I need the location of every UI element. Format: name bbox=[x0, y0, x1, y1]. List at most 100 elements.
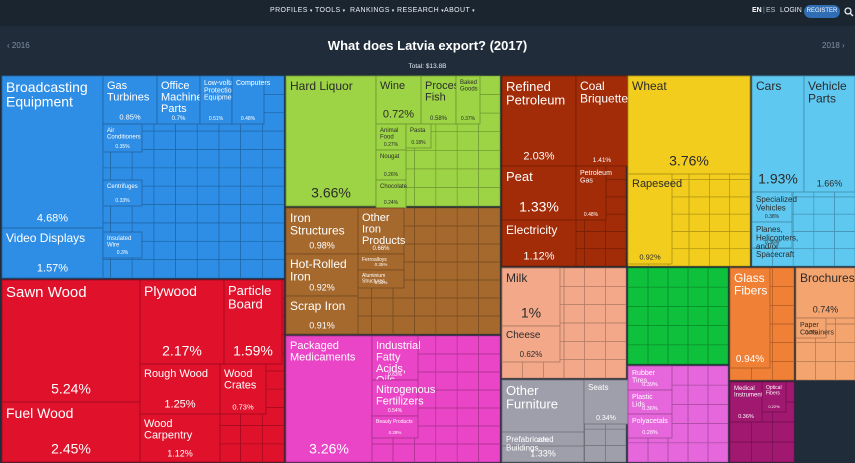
lang-es-link[interactable]: ES bbox=[766, 7, 776, 14]
tile-rect bbox=[575, 75, 629, 167]
tile-rect bbox=[285, 253, 359, 297]
tile-share: 0.35% bbox=[375, 262, 388, 267]
tile-rect bbox=[761, 381, 787, 413]
search-icon[interactable] bbox=[844, 6, 854, 18]
tile-rect bbox=[285, 75, 377, 207]
tile-share: 0.36% bbox=[642, 406, 658, 412]
tile-rect bbox=[627, 413, 673, 439]
treemap-tile: Electricity 1.12% bbox=[501, 219, 577, 267]
nav-tools[interactable]: TOOLS ▾ bbox=[315, 7, 346, 14]
treemap: Broadcasting Equipment 4.68% Video Displays… bbox=[1, 75, 855, 463]
treemap-tile: Cars 1.93% bbox=[751, 75, 805, 193]
small-product-tile bbox=[707, 344, 729, 365]
tile-name: Iron Structures bbox=[290, 211, 345, 238]
tile-rect bbox=[501, 267, 561, 327]
tile-name: Fuel Wood bbox=[6, 405, 73, 421]
next-year-link[interactable]: 2018 › bbox=[822, 41, 845, 50]
previous-year-link[interactable]: ‹ 2016 bbox=[7, 41, 30, 50]
nav-about[interactable]: ABOUT ▾ bbox=[444, 7, 476, 14]
nav-research[interactable]: RESEARCH ▾ bbox=[397, 7, 445, 14]
tile-name: Rough Wood bbox=[144, 368, 208, 380]
tile-rect bbox=[751, 191, 793, 223]
treemap-tile: Plywood 2.17% bbox=[139, 279, 225, 365]
treemap-tile: Wine 0.72% bbox=[375, 75, 422, 125]
tile-rect bbox=[102, 179, 143, 207]
treemap-tile: Packaged Medicaments 3.26% bbox=[285, 335, 373, 463]
tile-rect bbox=[501, 165, 577, 221]
tile-name: Vehicle Parts bbox=[808, 79, 847, 106]
tile-share: 0.94% bbox=[736, 354, 764, 365]
tile-rect bbox=[1, 75, 104, 229]
tile-rect bbox=[139, 279, 225, 365]
treemap-tile: Brochures 0.74% bbox=[795, 267, 855, 319]
treemap-tile: Wood Crates 0.73% bbox=[219, 363, 267, 415]
tile-rect bbox=[751, 221, 793, 249]
small-product-tile bbox=[605, 445, 627, 463]
treemap-tile: Glass Fibers 0.94% bbox=[729, 267, 771, 369]
top-nav: PROFILES ▾ TOOLS ▾ RANKINGS ▾ RESEARCH ▾ ABO… bbox=[0, 0, 855, 26]
tile-share: 1.12% bbox=[167, 449, 193, 459]
small-product-tile bbox=[478, 443, 501, 463]
treemap-tile: Wheat 3.76% bbox=[627, 75, 751, 175]
tile-name: Planes, Helicopters, and/or Spacecraft bbox=[756, 225, 798, 259]
tile-name: Coal Briquettes bbox=[580, 79, 634, 106]
treemap-tile: Wood Carpentry 1.12% bbox=[139, 413, 221, 463]
tile-share: 0.3% bbox=[805, 330, 817, 336]
lang-en-link[interactable]: EN bbox=[752, 7, 762, 14]
nav-profiles[interactable]: PROFILES ▾ bbox=[270, 7, 313, 14]
tile-share: 0.28% bbox=[389, 430, 402, 435]
treemap-tile: Milk 1% bbox=[501, 267, 561, 327]
tile-rect bbox=[501, 379, 585, 463]
tile-rect bbox=[405, 123, 432, 149]
tile-share: 0.7% bbox=[537, 438, 549, 444]
tile-rect bbox=[371, 335, 419, 381]
treemap-tile: Animal Food 0.27% bbox=[375, 123, 407, 151]
tile-name: Refined Petroleum bbox=[506, 79, 565, 108]
tile-share: 3.66% bbox=[311, 185, 351, 201]
tile-name: Electricity bbox=[506, 223, 557, 237]
small-product-tile bbox=[478, 187, 501, 207]
treemap-tile: Centrifuges 0.33% bbox=[102, 179, 143, 207]
tile-share: 0.34% bbox=[375, 280, 388, 285]
tile-share: 2.45% bbox=[51, 441, 91, 457]
lang-separator: | bbox=[763, 7, 765, 14]
tile-name: Aluminium Structures bbox=[362, 273, 385, 284]
tile-share: 5.24% bbox=[51, 381, 91, 397]
tile-name: Cars bbox=[756, 79, 781, 93]
tile-share: 0.66% bbox=[372, 246, 390, 252]
tile-share: 0.92% bbox=[639, 253, 661, 262]
small-product-tile bbox=[707, 442, 729, 463]
sector-block-textiles bbox=[628, 268, 728, 364]
small-product-tile bbox=[772, 361, 795, 381]
nav-rankings[interactable]: RANKINGS ▾ bbox=[350, 7, 395, 14]
tile-rect bbox=[375, 123, 407, 151]
tile-rect bbox=[583, 379, 629, 425]
tile-name: Plywood bbox=[144, 283, 197, 299]
tile-rect bbox=[102, 231, 143, 259]
tile-name: Wheat bbox=[632, 79, 667, 93]
tile-name: Specialized Vehicles bbox=[756, 195, 797, 212]
login-link[interactable]: LOGIN bbox=[780, 7, 802, 14]
treemap-tile: Beauty Products 0.28% bbox=[371, 415, 419, 439]
tile-share: 0.48% bbox=[241, 116, 256, 122]
tile-rect bbox=[371, 415, 419, 439]
tile-name: Video Displays bbox=[6, 231, 85, 245]
tile-name: Wood Crates bbox=[224, 368, 257, 392]
tile-rect bbox=[627, 75, 751, 175]
tile-rect bbox=[223, 279, 283, 365]
treemap-tile: Other Furniture 1.33% bbox=[501, 379, 585, 463]
tile-share: 0.24% bbox=[384, 200, 399, 206]
treemap-tile: Sawn Wood 5.24% bbox=[1, 279, 141, 403]
tile-share: 0.7% bbox=[172, 116, 186, 122]
tile-share: 0.63% bbox=[388, 372, 403, 378]
register-button[interactable]: REGISTER bbox=[804, 5, 840, 18]
tile-name: Hot-Rolled Iron bbox=[290, 257, 347, 284]
treemap-tile: Low-voltage Protection Equipment 0.51% bbox=[199, 75, 242, 125]
treemap-tile: Fuel Wood 2.45% bbox=[1, 401, 141, 463]
tile-share: 0.26% bbox=[384, 172, 399, 178]
